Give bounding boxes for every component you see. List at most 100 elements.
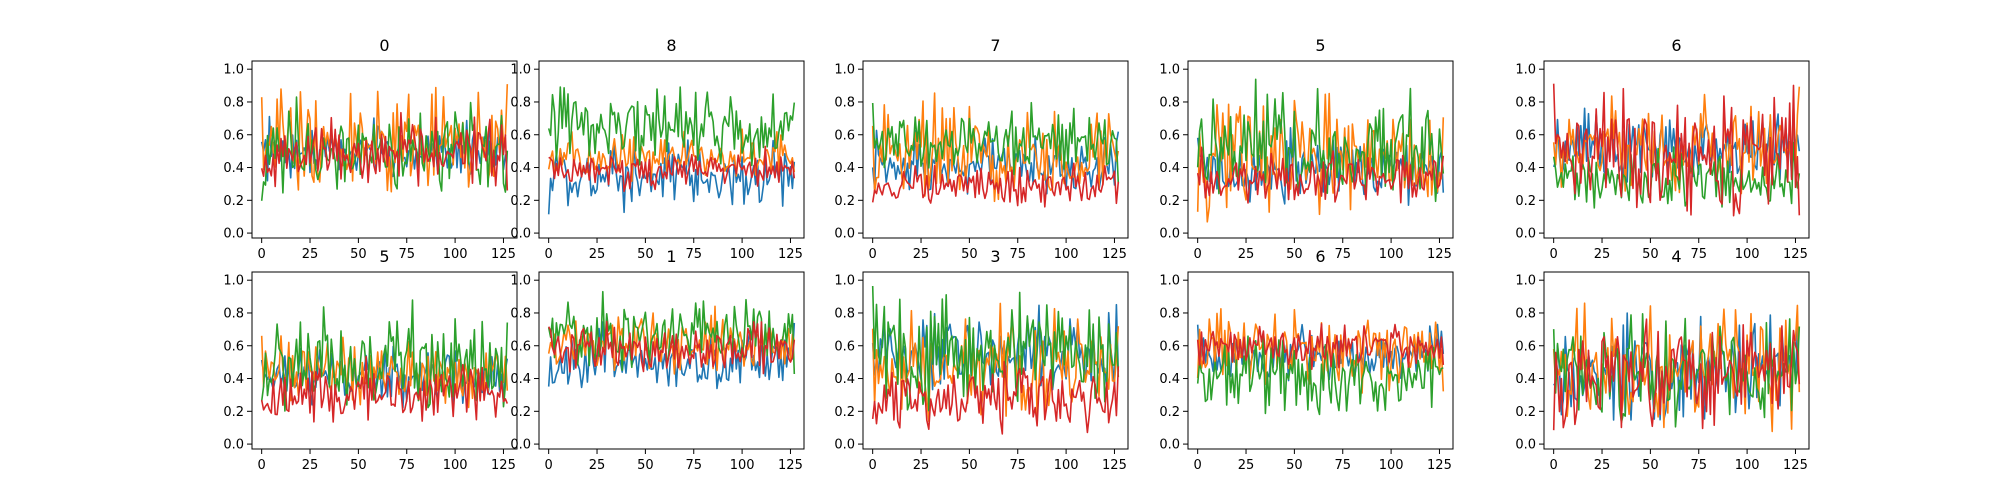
subplot-9: 4 0 25 50 75 100 125 0.0 0.2 0.4 0.6 0.8 1.0 xyxy=(1515,247,1810,473)
subplot-8: 6 0 25 50 75 100 125 0.0 0.2 0.4 0.6 0.8 1.0 xyxy=(1159,247,1454,473)
subplot-7: 3 0 25 50 75 100 125 0.0 0.2 0.4 0.6 0.8 1.0 xyxy=(834,247,1129,473)
y-tick-label: 0.2 xyxy=(223,194,244,209)
axes-frame xyxy=(538,60,805,239)
x-tick-label: 0 xyxy=(1550,458,1558,473)
x-tick-label: 50 xyxy=(350,247,367,262)
x-tick-label: 50 xyxy=(1286,458,1303,473)
x-tick-label: 125 xyxy=(778,458,803,473)
y-tick-label: 0.6 xyxy=(834,128,855,143)
y-tick-label: 0.4 xyxy=(510,161,531,176)
y-tick-label: 0.2 xyxy=(834,194,855,209)
y-tick-label: 0.4 xyxy=(834,161,855,176)
x-tick-label: 100 xyxy=(1379,458,1404,473)
x-tick-label: 125 xyxy=(778,247,803,262)
x-tick-label: 100 xyxy=(730,247,755,262)
y-tick-label: 1.0 xyxy=(834,274,855,289)
x-tick-label: 25 xyxy=(913,247,930,262)
y-tick-label: 0.6 xyxy=(223,339,244,354)
x-tick-label: 50 xyxy=(961,458,978,473)
y-tick-label: 0.2 xyxy=(834,405,855,420)
x-tick-label: 75 xyxy=(1009,247,1026,262)
y-tick-label: 0.0 xyxy=(834,438,855,453)
x-tick-label: 50 xyxy=(1642,458,1659,473)
series-line-2 xyxy=(871,101,1120,184)
x-tick-label: 100 xyxy=(1379,247,1404,262)
x-tick-label: 0 xyxy=(545,247,553,262)
x-tick-label: 25 xyxy=(302,247,319,262)
y-tick-label: 1.0 xyxy=(1515,274,1536,289)
y-tick-label: 0.8 xyxy=(1515,306,1536,321)
x-tick-label: 50 xyxy=(637,247,654,262)
x-tick-label: 25 xyxy=(302,458,319,473)
y-tick-label: 0.8 xyxy=(510,306,531,321)
x-tick-label: 100 xyxy=(1735,247,1760,262)
x-tick-label: 0 xyxy=(869,458,877,473)
y-tick-label: 0.6 xyxy=(1515,339,1536,354)
x-tick-label: 125 xyxy=(1783,458,1808,473)
subplot-6: 1 0 25 50 75 100 125 0.0 0.2 0.4 0.6 0.8 1.0 xyxy=(510,247,805,473)
axes-frame xyxy=(538,271,805,450)
subplot-title: 1 xyxy=(666,247,676,266)
y-tick-label: 0.2 xyxy=(1515,405,1536,420)
y-tick-label: 0.8 xyxy=(834,306,855,321)
axes-frame xyxy=(251,271,518,450)
y-tick-label: 0.4 xyxy=(223,372,244,387)
y-tick-label: 0.6 xyxy=(510,339,531,354)
x-tick-label: 75 xyxy=(1334,247,1351,262)
series-line-3 xyxy=(548,145,796,193)
y-tick-label: 0.6 xyxy=(834,339,855,354)
x-tick-label: 125 xyxy=(1102,458,1127,473)
subplot-2: 7 0 25 50 75 100 125 0.0 0.2 0.4 0.6 0.8 1.0 xyxy=(834,36,1129,262)
series-line-2 xyxy=(871,285,1120,412)
series-line-3 xyxy=(871,162,1120,208)
series-line-3 xyxy=(260,111,509,191)
series-line-2 xyxy=(1196,78,1445,203)
axes-frame xyxy=(1543,60,1810,239)
y-tick-label: 1.0 xyxy=(1515,63,1536,78)
y-tick-label: 0.8 xyxy=(223,306,244,321)
x-tick-label: 75 xyxy=(398,458,415,473)
x-tick-label: 25 xyxy=(1594,458,1611,473)
series-line-2 xyxy=(1552,141,1801,209)
series-line-3 xyxy=(1552,83,1801,217)
series-line-1 xyxy=(871,302,1120,423)
y-tick-label: 0.0 xyxy=(223,438,244,453)
y-tick-label: 0.4 xyxy=(1159,161,1180,176)
x-tick-label: 75 xyxy=(1690,247,1707,262)
y-tick-label: 0.4 xyxy=(1515,161,1536,176)
subplot-title: 6 xyxy=(1671,36,1681,55)
series-line-3 xyxy=(1552,318,1801,431)
y-tick-label: 0.6 xyxy=(223,128,244,143)
y-tick-label: 0.0 xyxy=(834,227,855,242)
x-tick-label: 25 xyxy=(1594,247,1611,262)
x-tick-label: 100 xyxy=(730,458,755,473)
subplot-title: 8 xyxy=(666,36,676,55)
series-line-3 xyxy=(260,355,509,423)
x-tick-label: 125 xyxy=(491,247,516,262)
y-tick-label: 0.4 xyxy=(1515,372,1536,387)
subplot-1: 8 0 25 50 75 100 125 0.0 0.2 0.4 0.6 0.8 1.0 xyxy=(510,36,805,262)
axes-frame xyxy=(862,60,1129,239)
x-tick-label: 125 xyxy=(491,458,516,473)
subplot-title: 7 xyxy=(990,36,1000,55)
y-tick-label: 0.6 xyxy=(510,128,531,143)
axes-frame xyxy=(1543,271,1810,450)
subplot-0: 0 0 25 50 75 100 125 0.0 0.2 0.4 0.6 0.8 1.0 xyxy=(223,36,518,262)
x-tick-label: 100 xyxy=(443,247,468,262)
y-tick-label: 0.8 xyxy=(223,95,244,110)
y-tick-label: 0.8 xyxy=(1159,95,1180,110)
y-tick-label: 1.0 xyxy=(510,274,531,289)
x-tick-label: 125 xyxy=(1427,247,1452,262)
x-tick-label: 0 xyxy=(1550,247,1558,262)
subplot-4: 6 0 25 50 75 100 125 0.0 0.2 0.4 0.6 0.8 1.0 xyxy=(1515,36,1810,262)
y-tick-label: 1.0 xyxy=(510,63,531,78)
x-tick-label: 0 xyxy=(258,458,266,473)
y-tick-label: 0.2 xyxy=(1159,405,1180,420)
x-tick-label: 0 xyxy=(869,247,877,262)
subplot-title: 4 xyxy=(1671,247,1681,266)
subplot-title: 5 xyxy=(1315,36,1325,55)
x-tick-label: 75 xyxy=(685,458,702,473)
